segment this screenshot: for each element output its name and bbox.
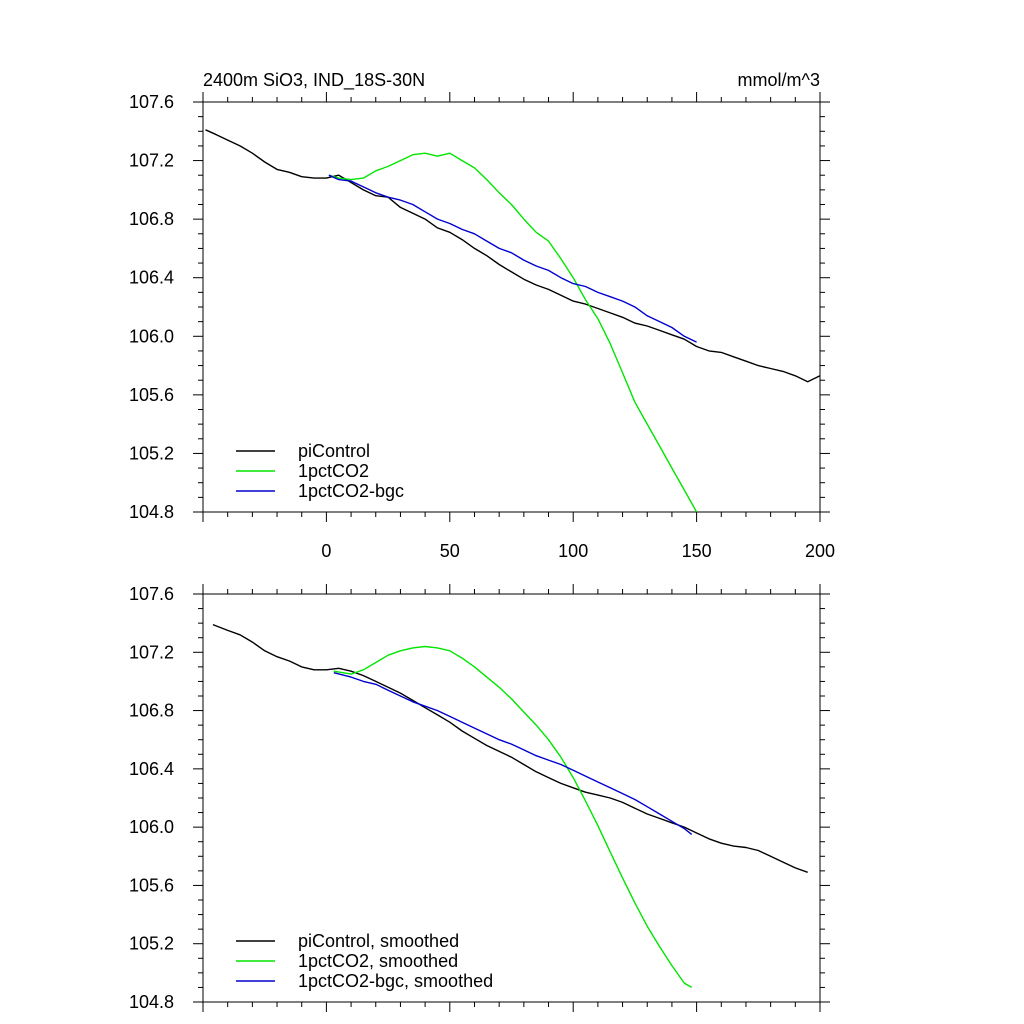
y-tick-label: 106.0 bbox=[129, 326, 174, 346]
legend-label: 1pctCO2-bgc, smoothed bbox=[298, 971, 493, 991]
legend-label: 1pctCO2 bbox=[298, 461, 369, 481]
figure: 2400m SiO3, IND_18S-30N mmol/m^3 104.810… bbox=[0, 0, 1024, 1024]
y-tick-label: 105.6 bbox=[129, 385, 174, 405]
y-tick-label: 106.0 bbox=[129, 817, 174, 837]
x-tick-label: 0 bbox=[321, 541, 331, 561]
y-tick-label: 106.8 bbox=[129, 701, 174, 721]
y-tick-label: 107.2 bbox=[129, 151, 174, 171]
series-line-picontrol bbox=[213, 625, 808, 873]
y-tick-label: 106.4 bbox=[129, 759, 174, 779]
y-tick-label: 105.6 bbox=[129, 875, 174, 895]
y-tick-label: 104.8 bbox=[129, 992, 174, 1012]
y-tick-label: 106.8 bbox=[129, 209, 174, 229]
y-tick-label: 106.4 bbox=[129, 268, 174, 288]
x-tick-label: 100 bbox=[558, 541, 588, 561]
legend-label: 1pctCO2, smoothed bbox=[298, 951, 458, 971]
x-tick-label: 200 bbox=[805, 541, 835, 561]
y-tick-label: 107.6 bbox=[129, 92, 174, 112]
y-tick-label: 107.6 bbox=[129, 584, 174, 604]
x-tick-label: 50 bbox=[440, 541, 460, 561]
plot-frame bbox=[203, 594, 820, 1002]
legend-label: piControl, smoothed bbox=[298, 931, 459, 951]
top-panel-title: 2400m SiO3, IND_18S-30N bbox=[203, 70, 425, 91]
legend-label: 1pctCO2-bgc bbox=[298, 481, 404, 501]
bottom-panel: 104.8 105.2 105.6 106.0 106.4 106.8 107.2 107.6… bbox=[129, 584, 830, 1012]
y-tick-label: 105.2 bbox=[129, 443, 174, 463]
plot-frame bbox=[203, 102, 820, 512]
y-tick-label: 105.2 bbox=[129, 934, 174, 954]
y-tick-label: 104.8 bbox=[129, 502, 174, 522]
top-panel: 2400m SiO3, IND_18S-30N mmol/m^3 104.8 10… bbox=[129, 70, 835, 561]
series-line-picontrol bbox=[206, 130, 821, 382]
top-panel-units: mmol/m^3 bbox=[738, 70, 820, 90]
series-line-1pctco2 bbox=[329, 153, 697, 512]
x-tick-label: 150 bbox=[682, 541, 712, 561]
legend-label: piControl bbox=[298, 441, 370, 461]
y-tick-label: 107.2 bbox=[129, 642, 174, 662]
series-line-1pctco2-bgc bbox=[329, 175, 697, 342]
